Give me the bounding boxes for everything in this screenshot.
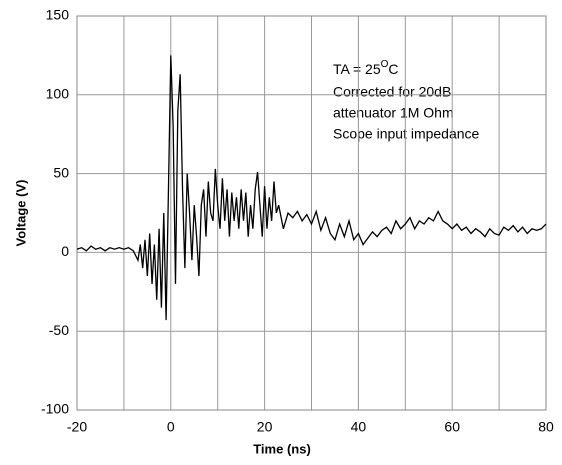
y-tick-label: -100 bbox=[41, 401, 69, 417]
x-tick-label: 40 bbox=[351, 419, 367, 435]
x-tick-label: -20 bbox=[67, 419, 87, 435]
x-tick-label: 20 bbox=[257, 419, 273, 435]
y-tick-label: -50 bbox=[49, 322, 69, 338]
x-axis-label: Time (ns) bbox=[253, 441, 311, 456]
y-tick-label: 50 bbox=[53, 164, 69, 180]
y-tick-label: 0 bbox=[61, 243, 69, 259]
annotation-line: attenuator 1M Ohm bbox=[333, 105, 454, 121]
y-tick-label: 150 bbox=[46, 7, 70, 23]
x-tick-label: 0 bbox=[167, 419, 175, 435]
y-axis-label: Voltage (V) bbox=[13, 180, 28, 247]
annotation-line: Corrected for 20dB bbox=[333, 84, 451, 100]
annotation-line: Scope input impedance bbox=[333, 126, 480, 142]
annotation-unit: C bbox=[388, 61, 398, 77]
annotation: TA = 25OC bbox=[333, 59, 399, 77]
x-tick-label: 60 bbox=[444, 419, 460, 435]
annotation-text: TA = 25 bbox=[333, 61, 381, 77]
annotation-sup: O bbox=[381, 59, 389, 70]
x-tick-label: 80 bbox=[538, 419, 554, 435]
plot-border bbox=[76, 15, 547, 411]
y-tick-label: 100 bbox=[46, 86, 70, 102]
data-line bbox=[76, 55, 547, 321]
